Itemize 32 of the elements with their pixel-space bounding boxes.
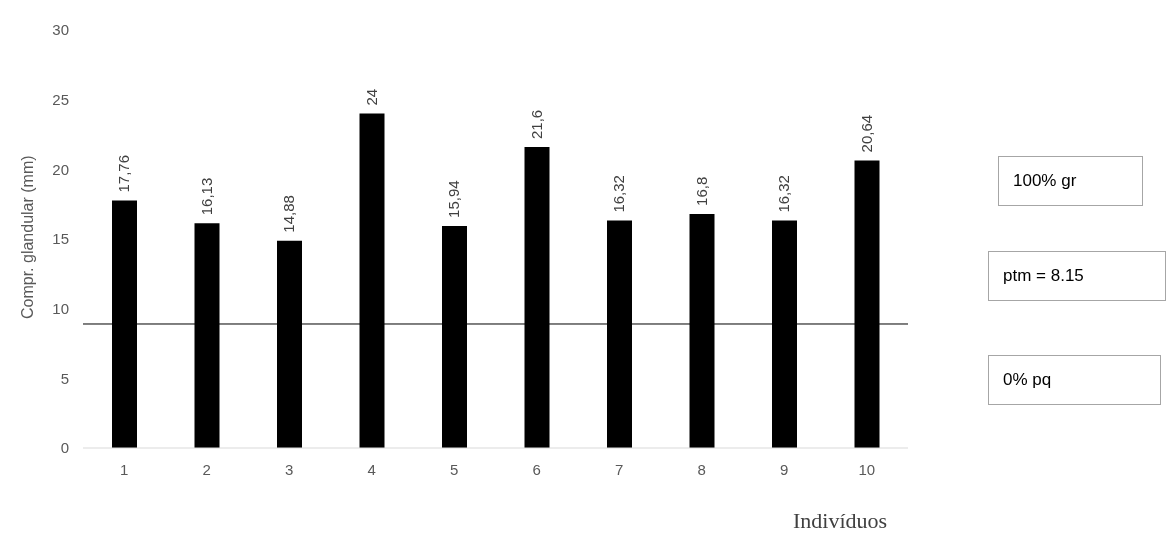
data-label: 17,76 <box>115 155 133 193</box>
data-label: 15,94 <box>445 180 463 218</box>
x-tick-label: 10 <box>858 460 876 478</box>
x-tick-label: 7 <box>615 460 624 478</box>
x-tick-label: 8 <box>697 460 706 478</box>
x-tick-label: 4 <box>367 460 376 478</box>
y-axis-title: Compr. glandular (mm) <box>18 155 36 319</box>
x-tick-label: 2 <box>202 460 211 478</box>
data-label: 16,13 <box>198 177 215 216</box>
data-label: 14,88 <box>280 195 298 233</box>
y-tick-label: 10 <box>52 299 69 317</box>
x-tick-label: 5 <box>450 460 459 478</box>
data-label: 24 <box>363 88 380 106</box>
y-tick-label: 30 <box>52 21 69 39</box>
y-tick-label: 0 <box>60 439 69 457</box>
data-label: 16,32 <box>610 175 628 213</box>
data-label: 16,32 <box>775 175 793 213</box>
data-label: 16,8 <box>693 176 710 206</box>
x-tick-label: 3 <box>285 460 294 478</box>
y-tick-label: 25 <box>52 90 69 108</box>
x-axis-title: Indivíduos <box>793 508 888 534</box>
y-tick-label: 15 <box>52 230 69 248</box>
text: 0% pq <box>988 355 1161 405</box>
text: ptm = 8.15 <box>988 251 1166 301</box>
text: 100% gr <box>998 156 1143 206</box>
x-tick-label: 9 <box>780 460 789 478</box>
y-tick-label: 20 <box>52 160 69 178</box>
x-tick-label: 6 <box>532 460 541 478</box>
x-tick-label: 1 <box>120 460 129 478</box>
data-label: 21,6 <box>528 109 545 140</box>
data-label: 20,64 <box>858 114 875 153</box>
y-tick-label: 5 <box>60 369 69 387</box>
